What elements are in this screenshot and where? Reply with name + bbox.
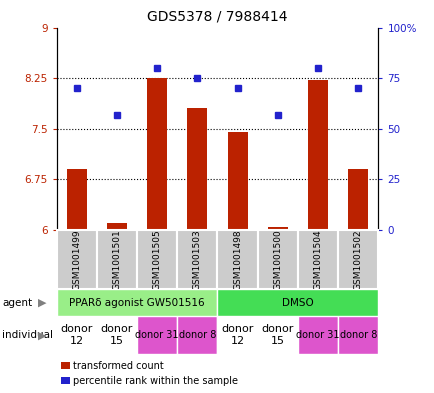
Text: GSM1001500: GSM1001500 [273, 229, 282, 290]
Text: donor
15: donor 15 [261, 324, 293, 346]
Bar [338, 316, 378, 354]
Text: percentile rank within the sample: percentile rank within the sample [73, 376, 237, 386]
Bar [217, 289, 378, 316]
Text: ▶: ▶ [38, 298, 47, 308]
Bar [107, 223, 127, 230]
Text: individual: individual [2, 330, 53, 340]
Text: GSM1001503: GSM1001503 [192, 229, 201, 290]
Text: GSM1001501: GSM1001501 [112, 229, 121, 290]
Bar [56, 230, 97, 289]
Bar [217, 230, 257, 289]
Text: donor
12: donor 12 [60, 324, 92, 346]
Text: DMSO: DMSO [282, 298, 313, 308]
Text: GSM1001499: GSM1001499 [72, 229, 81, 290]
Bar [227, 132, 247, 230]
Text: donor
15: donor 15 [101, 324, 133, 346]
Bar [267, 226, 287, 230]
Text: donor
12: donor 12 [221, 324, 253, 346]
Bar [96, 316, 137, 354]
Bar [217, 316, 257, 354]
Bar [257, 230, 297, 289]
Text: agent: agent [2, 298, 32, 308]
Title: GDS5378 / 7988414: GDS5378 / 7988414 [147, 9, 287, 24]
Bar [147, 78, 167, 230]
Bar [96, 230, 137, 289]
Text: GSM1001498: GSM1001498 [233, 229, 242, 290]
Bar [177, 316, 217, 354]
Bar [137, 316, 177, 354]
Bar [257, 316, 297, 354]
Bar [66, 169, 86, 230]
Bar [297, 316, 338, 354]
Text: ▶: ▶ [38, 330, 47, 340]
Text: GSM1001505: GSM1001505 [152, 229, 161, 290]
Bar [56, 316, 97, 354]
Bar [307, 80, 327, 230]
Bar [137, 230, 177, 289]
Bar [56, 289, 217, 316]
Bar [297, 230, 338, 289]
Text: donor 31: donor 31 [135, 330, 178, 340]
Text: donor 8: donor 8 [178, 330, 216, 340]
Text: GSM1001502: GSM1001502 [353, 229, 362, 290]
Text: donor 8: donor 8 [339, 330, 376, 340]
Text: PPARδ agonist GW501516: PPARδ agonist GW501516 [69, 298, 204, 308]
Text: donor 31: donor 31 [296, 330, 339, 340]
Text: transformed count: transformed count [73, 361, 164, 371]
Bar [338, 230, 378, 289]
Bar [348, 169, 368, 230]
Bar [177, 230, 217, 289]
Bar [187, 108, 207, 230]
Text: GSM1001504: GSM1001504 [313, 229, 322, 290]
